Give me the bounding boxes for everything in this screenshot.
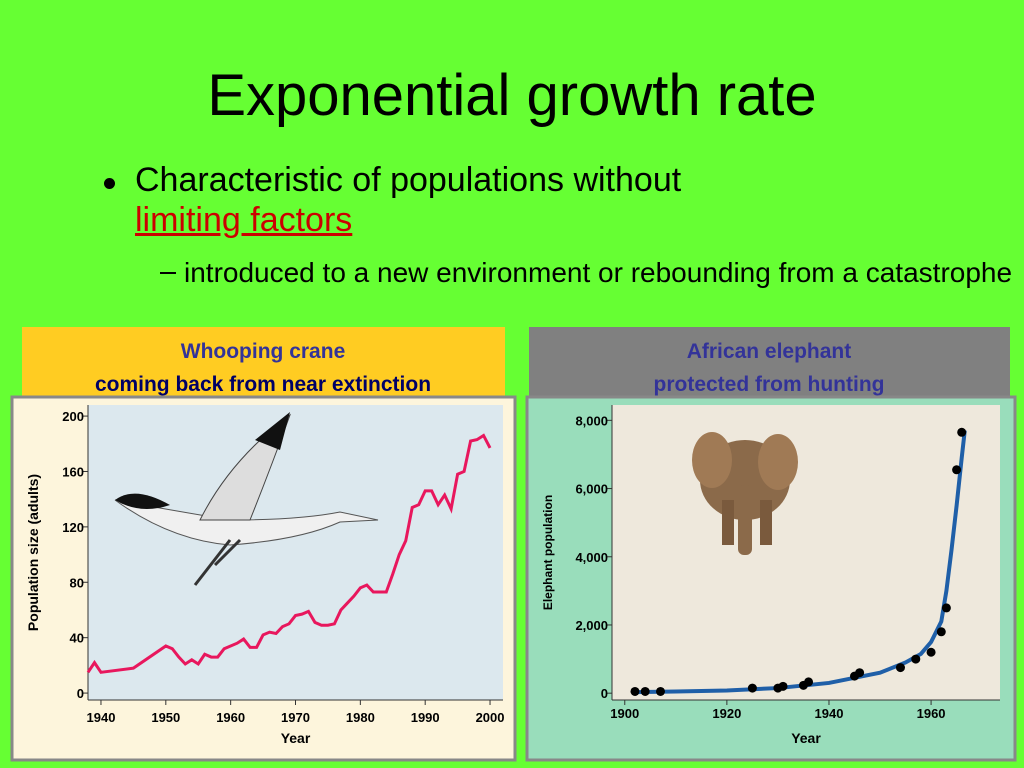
panel-header <box>22 327 505 399</box>
x-tick-label: 1990 <box>411 710 440 725</box>
data-point <box>895 663 905 673</box>
x-axis-label: Year <box>281 730 311 746</box>
y-tick-label: 120 <box>62 520 84 535</box>
data-line <box>634 430 967 695</box>
panel-header <box>529 327 1010 399</box>
x-tick-label: 1960 <box>917 706 946 721</box>
y-tick-label: 40 <box>70 631 84 646</box>
y-axis-label: Elephant population <box>541 495 555 610</box>
x-tick-label: 2000 <box>476 710 505 725</box>
y-tick-label: 8,000 <box>575 413 608 428</box>
x-tick-label: 1960 <box>216 710 245 725</box>
x-tick-label: 1950 <box>151 710 180 725</box>
x-tick-label: 1940 <box>87 710 116 725</box>
data-point <box>952 465 962 475</box>
sub-bullet <box>160 272 176 274</box>
link[interactable]: limiting factors <box>135 201 353 239</box>
x-tick-label: 1970 <box>281 710 310 725</box>
y-tick-label: 200 <box>62 409 84 424</box>
data-point <box>747 683 757 693</box>
bullet-text: Characteristic of populations without <box>135 161 682 199</box>
y-tick-label: 2,000 <box>575 618 608 633</box>
slide-title: Exponential growth rate <box>207 63 817 128</box>
data-point <box>778 681 788 691</box>
x-tick-label: 1940 <box>815 706 844 721</box>
y-tick-label: 0 <box>77 686 84 701</box>
y-tick-label: 160 <box>62 464 84 479</box>
data-point <box>911 654 921 664</box>
data-point <box>936 627 946 637</box>
y-tick-label: 80 <box>70 575 84 590</box>
data-point <box>630 686 640 696</box>
y-tick-label: 0 <box>601 686 608 701</box>
y-tick-label: 6,000 <box>575 482 608 497</box>
data-line <box>86 433 492 674</box>
plot-area <box>612 405 1000 700</box>
data-point <box>941 603 951 613</box>
data-point <box>926 647 936 657</box>
chart-title: Whooping crane <box>181 340 346 363</box>
data-point <box>656 686 665 696</box>
data-point <box>957 427 967 437</box>
x-tick-label: 1920 <box>712 706 741 721</box>
chart-subtitle: coming back from near extinction <box>95 373 431 396</box>
data-point <box>804 677 814 687</box>
bullet <box>104 178 115 189</box>
y-tick-label: 4,000 <box>575 550 608 565</box>
bullet-text: Characteristic of populations without li… <box>135 160 785 240</box>
sub-bullet-text: introduced to a new environment or rebou… <box>184 257 1013 288</box>
data-point <box>640 686 650 696</box>
chart-subtitle: protected from hunting <box>654 373 885 396</box>
elephant-illustration <box>692 432 798 555</box>
x-tick-label: 1980 <box>346 710 375 725</box>
x-tick-label: 1900 <box>610 706 639 721</box>
x-axis-label: Year <box>791 730 821 746</box>
crane-illustration <box>114 412 379 586</box>
y-axis-label: Population size (adults) <box>25 474 41 631</box>
data-point <box>855 668 865 678</box>
chart-title: African elephant <box>687 340 852 363</box>
